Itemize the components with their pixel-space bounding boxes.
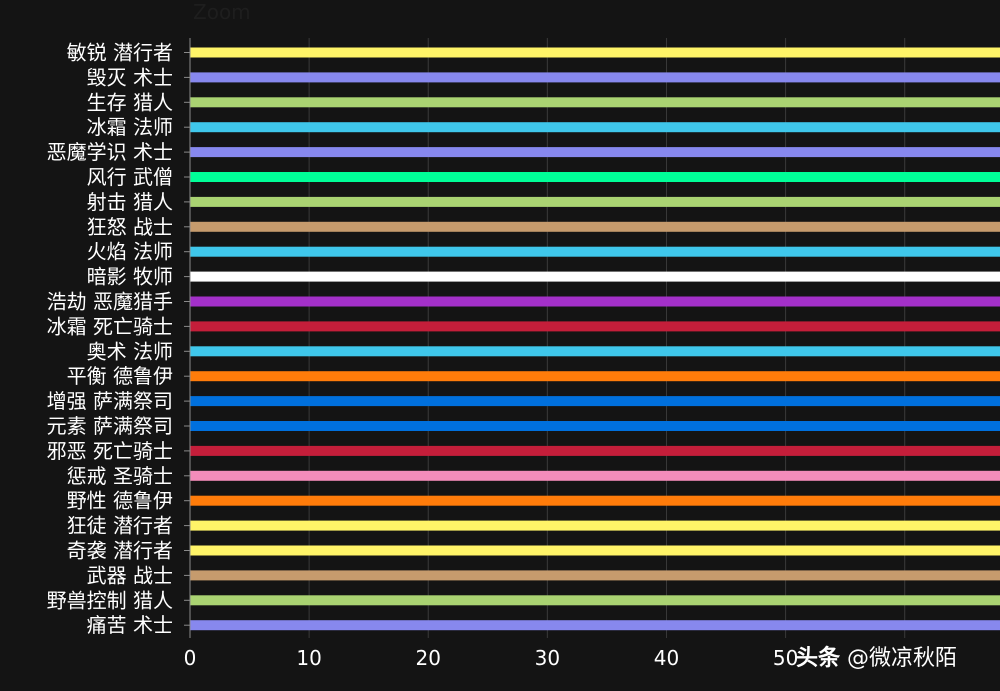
bar[interactable] <box>190 172 1000 182</box>
bar[interactable] <box>190 72 1000 83</box>
y-tick-label: 武器 战士 <box>87 563 173 587</box>
bar[interactable] <box>190 296 1000 307</box>
bar[interactable] <box>190 545 1000 556</box>
bar[interactable] <box>190 620 1000 631</box>
x-tick-label: 20 <box>416 646 441 670</box>
y-tick-label: 野兽控制 猎人 <box>47 588 173 612</box>
y-tick-label: 火焰 法师 <box>87 240 173 264</box>
x-tick-label: 40 <box>654 646 679 670</box>
y-tick-label: 邪恶 死亡骑士 <box>47 439 173 463</box>
bar[interactable] <box>190 396 1000 407</box>
y-tick-label: 狂徒 潜行者 <box>67 514 173 538</box>
y-tick-label: 恶魔学识 术士 <box>47 140 173 164</box>
bar[interactable] <box>190 97 1000 108</box>
bar[interactable] <box>190 346 1000 357</box>
x-tick-label: 30 <box>535 646 560 670</box>
y-tick-label: 狂怒 战士 <box>87 215 173 239</box>
bar[interactable] <box>190 122 1000 133</box>
bar[interactable] <box>190 321 1000 332</box>
bar[interactable] <box>190 196 1000 207</box>
x-axis-labels: 0 10 20 30 40 50 <box>184 646 799 670</box>
y-tick-label: 冰霜 法师 <box>87 115 173 139</box>
y-tick-label: 奥术 法师 <box>87 339 173 363</box>
x-tick-label: 10 <box>296 646 321 670</box>
bar[interactable] <box>190 595 1000 606</box>
grid-lines <box>308 38 906 638</box>
y-tick-label: 野性 德鲁伊 <box>67 489 173 513</box>
watermark: 头条 @微凉秋陌 <box>796 640 957 672</box>
y-tick-label: 冰霜 死亡骑士 <box>47 314 173 338</box>
bar[interactable] <box>190 271 1000 282</box>
y-tick-label: 奇袭 潜行者 <box>67 539 173 563</box>
bar[interactable] <box>190 47 1000 58</box>
y-tick-label: 浩劫 恶魔猎手 <box>47 290 173 314</box>
y-tick-label: 射击 猎人 <box>87 190 173 214</box>
y-tick-label: 敏锐 潜行者 <box>67 41 173 65</box>
bar[interactable] <box>190 147 1000 158</box>
y-tick-label: 惩戒 圣骑士 <box>67 464 173 488</box>
x-tick-label: 50 <box>773 646 798 670</box>
bar[interactable] <box>190 495 1000 506</box>
y-tick-label: 痛苦 术士 <box>87 613 173 637</box>
y-tick-label: 生存 猎人 <box>87 90 173 114</box>
bar[interactable] <box>190 421 1000 431</box>
bar[interactable] <box>190 371 1000 382</box>
bar[interactable] <box>190 520 1000 531</box>
bar[interactable] <box>190 221 1000 232</box>
bars <box>190 47 1000 631</box>
zoom-label[interactable]: Zoom <box>193 0 251 24</box>
watermark-brand: 头条 <box>796 646 841 671</box>
y-tick-label: 平衡 德鲁伊 <box>67 364 173 388</box>
watermark-handle: @微凉秋陌 <box>847 646 958 671</box>
y-tick-label: 毁灭 术士 <box>87 65 173 89</box>
y-tick-label: 暗影 牧师 <box>87 265 173 289</box>
bar[interactable] <box>190 246 1000 257</box>
y-tick-label: 增强 萨满祭司 <box>47 389 173 413</box>
x-tick-label: 0 <box>184 646 197 670</box>
bar[interactable] <box>190 445 1000 456</box>
y-tick-label: 风行 武僧 <box>87 165 173 189</box>
bar[interactable] <box>190 470 1000 481</box>
y-tick-label: 元素 萨满祭司 <box>47 414 173 438</box>
bar[interactable] <box>190 570 1000 581</box>
